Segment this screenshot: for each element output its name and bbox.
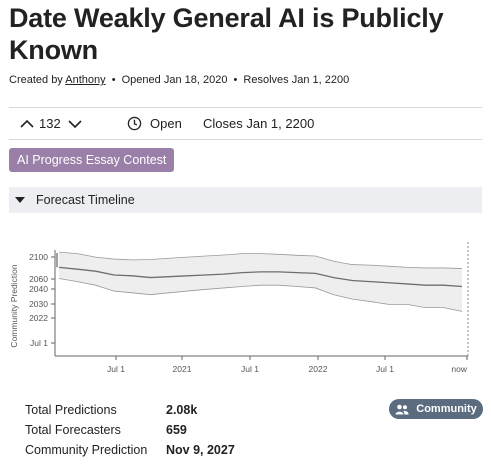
y-axis-label: Community Prediction bbox=[9, 264, 19, 347]
stat-total-predictions: Total Predictions 2.08k bbox=[25, 400, 235, 420]
author-link[interactable]: Anthony bbox=[65, 74, 106, 86]
x-tick-label: 2022 bbox=[309, 364, 328, 374]
vote-count: 132 bbox=[39, 116, 61, 131]
forecast-chart: 2100 2060 2040 2030 2022 Jul 1 Jul 1 2021 Jul 1 2… bbox=[0, 230, 491, 380]
x-tick-label: Jul 1 bbox=[241, 364, 259, 374]
community-button[interactable]: Community bbox=[389, 399, 483, 419]
x-tick-label: now bbox=[451, 364, 467, 374]
opened-date: Opened Jan 18, 2020 bbox=[121, 74, 228, 86]
question-meta: Created by Anthony • Opened Jan 18, 2020… bbox=[9, 74, 349, 86]
y-tick-label: 2030 bbox=[29, 299, 48, 309]
x-tick-label: 2021 bbox=[173, 364, 192, 374]
stat-total-forecasters: Total Forecasters 659 bbox=[25, 420, 235, 440]
caret-down-icon bbox=[15, 197, 25, 203]
lower-bound-line bbox=[58, 278, 463, 312]
upper-bound-line bbox=[58, 251, 463, 269]
meta-separator: • bbox=[111, 74, 116, 86]
stat-community-prediction: Community Prediction Nov 9, 2027 bbox=[25, 440, 235, 460]
vote-widget: 132 bbox=[19, 116, 114, 132]
stats-panel: Total Predictions 2.08k Total Forecaster… bbox=[25, 400, 235, 460]
open-label: Open bbox=[150, 116, 182, 131]
x-tick-label: Jul 1 bbox=[376, 364, 394, 374]
people-icon bbox=[395, 404, 409, 414]
y-tick-label: Jul 1 bbox=[30, 338, 48, 348]
confidence-band bbox=[59, 252, 462, 312]
created-by-label: Created by bbox=[9, 74, 63, 86]
stat-value: Nov 9, 2027 bbox=[166, 443, 235, 457]
clock-icon bbox=[127, 116, 142, 131]
median-line bbox=[58, 266, 463, 288]
status-bar: 132 Open Closes Jan 1, 2200 bbox=[9, 107, 482, 140]
category-tag[interactable]: AI Progress Essay Contest bbox=[9, 148, 175, 172]
y-tick-label: 2100 bbox=[29, 252, 48, 262]
stat-value: 2.08k bbox=[166, 403, 198, 417]
forecast-timeline-toggle[interactable]: Forecast Timeline bbox=[9, 187, 482, 213]
x-tick-label: Jul 1 bbox=[107, 364, 125, 374]
resolves-date: Resolves Jan 1, 2200 bbox=[243, 74, 350, 86]
y-tick-label: 2060 bbox=[29, 274, 48, 284]
stat-label: Total Predictions bbox=[25, 403, 117, 417]
closes-date: Closes Jan 1, 2200 bbox=[203, 116, 315, 131]
meta-separator: • bbox=[233, 74, 238, 86]
open-status: Open bbox=[127, 116, 193, 131]
stat-value: 659 bbox=[166, 423, 187, 437]
community-label: Community bbox=[416, 403, 477, 415]
y-tick-label: 2022 bbox=[29, 313, 48, 323]
stat-label: Total Forecasters bbox=[25, 423, 121, 437]
stat-label: Community Prediction bbox=[25, 443, 148, 457]
chevron-up-icon[interactable] bbox=[19, 116, 35, 132]
y-tick-label: 2040 bbox=[29, 284, 48, 294]
forecast-timeline-label: Forecast Timeline bbox=[36, 193, 135, 207]
question-title: Date Weakly General AI is Publicly Known bbox=[9, 3, 444, 65]
chevron-down-icon[interactable] bbox=[67, 116, 83, 132]
